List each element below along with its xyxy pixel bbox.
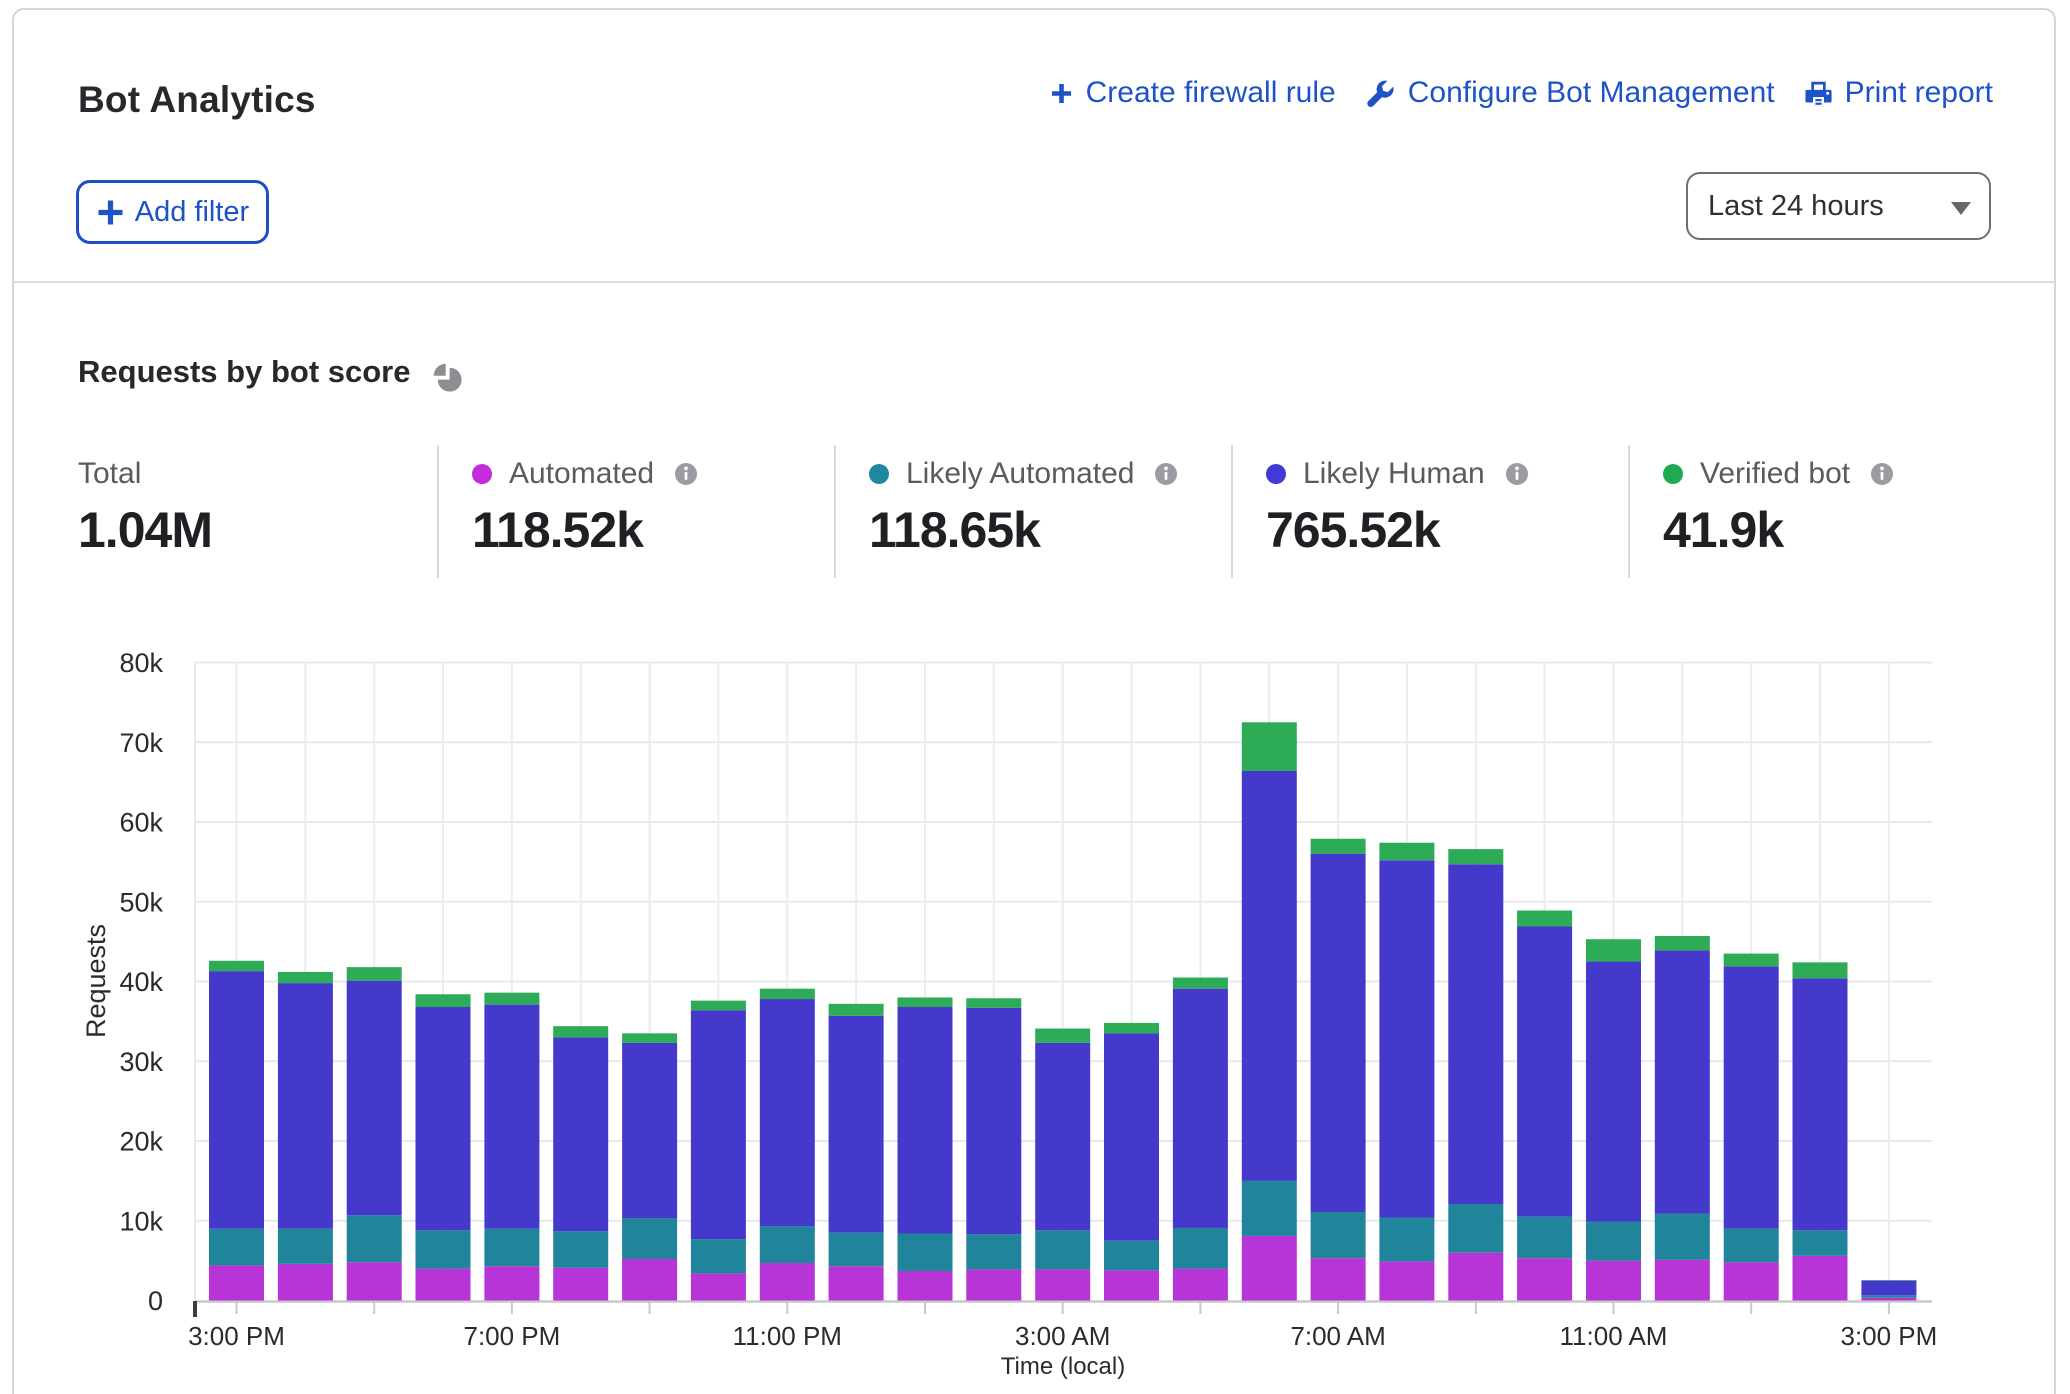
svg-text:30k: 30k [119, 1047, 163, 1077]
svg-text:40k: 40k [119, 967, 163, 997]
svg-text:20k: 20k [119, 1127, 163, 1157]
svg-text:80k: 80k [119, 648, 163, 678]
svg-text:3:00 PM: 3:00 PM [1840, 1321, 1937, 1351]
svg-text:60k: 60k [119, 808, 163, 838]
svg-text:Requests: Requests [81, 924, 111, 1038]
svg-text:7:00 AM: 7:00 AM [1290, 1321, 1385, 1351]
svg-text:3:00 PM: 3:00 PM [188, 1321, 285, 1351]
svg-text:10k: 10k [119, 1207, 163, 1237]
svg-text:0: 0 [148, 1286, 163, 1316]
svg-text:3:00 AM: 3:00 AM [1015, 1321, 1110, 1351]
svg-text:50k: 50k [119, 888, 163, 918]
svg-text:70k: 70k [119, 728, 163, 758]
svg-text:11:00 PM: 11:00 PM [733, 1321, 842, 1351]
svg-text:Time (local): Time (local) [1001, 1353, 1125, 1380]
svg-text:7:00 PM: 7:00 PM [463, 1321, 560, 1351]
svg-text:11:00 AM: 11:00 AM [1560, 1321, 1668, 1351]
